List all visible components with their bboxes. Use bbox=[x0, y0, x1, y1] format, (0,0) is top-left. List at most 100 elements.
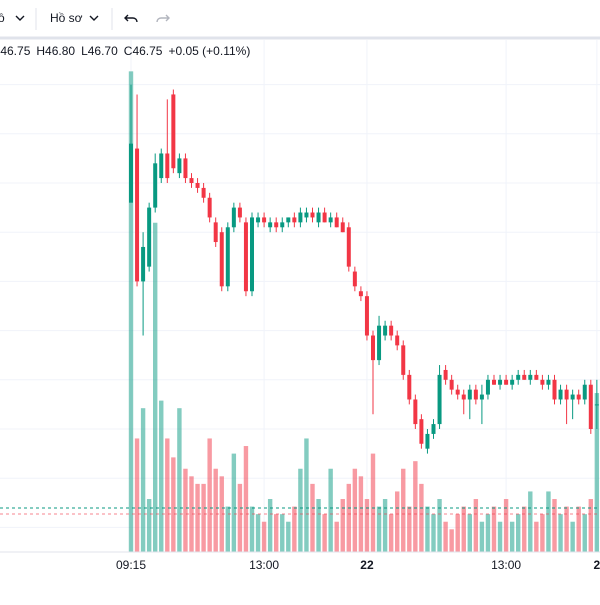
volume-bar bbox=[316, 499, 321, 552]
candle-body bbox=[528, 374, 533, 380]
candle-body bbox=[546, 379, 551, 385]
candle-body bbox=[268, 222, 273, 228]
volume-bar bbox=[449, 529, 454, 552]
volume-bar bbox=[207, 438, 212, 552]
volume-bar bbox=[425, 506, 430, 552]
candle-body bbox=[207, 197, 212, 218]
volume-bar bbox=[328, 468, 333, 552]
candle-body bbox=[371, 335, 375, 361]
volume-bar bbox=[509, 521, 515, 552]
candle-body bbox=[461, 394, 466, 400]
legend-value: C46.75 bbox=[124, 44, 163, 58]
candle-body bbox=[504, 379, 509, 385]
candle-body bbox=[274, 222, 279, 228]
volume-bar bbox=[413, 461, 418, 552]
candle-body bbox=[443, 369, 448, 380]
candle-body bbox=[383, 325, 388, 336]
volume-bar bbox=[364, 499, 370, 552]
candle-body bbox=[576, 394, 581, 400]
volume-bar bbox=[346, 483, 351, 552]
chevron[interactable] bbox=[15, 15, 25, 21]
volume-bar bbox=[134, 438, 140, 552]
volume-bar bbox=[304, 438, 309, 552]
volume-bar bbox=[261, 521, 267, 552]
time-axis: 09:15 13:00 22 13:00 2 bbox=[116, 558, 600, 572]
volume-bar bbox=[255, 514, 261, 552]
volume-bar bbox=[558, 514, 563, 552]
candle-body bbox=[522, 374, 527, 380]
volume-bar bbox=[298, 468, 303, 552]
candle-body bbox=[364, 296, 369, 336]
volume-bar bbox=[522, 506, 527, 552]
volume-bar bbox=[503, 499, 509, 552]
volume-bar bbox=[461, 506, 466, 552]
candle-body bbox=[219, 232, 224, 287]
volume-bar bbox=[128, 71, 134, 552]
candle-body bbox=[334, 217, 339, 228]
candle-body bbox=[328, 217, 333, 223]
candle-body bbox=[129, 143, 133, 203]
volume-bar bbox=[497, 521, 503, 552]
candle-body bbox=[237, 207, 242, 218]
volume-bar bbox=[443, 521, 448, 552]
volume-bar bbox=[485, 514, 491, 552]
candle-body bbox=[316, 212, 321, 223]
candle-body bbox=[449, 379, 454, 390]
volume-bar bbox=[546, 491, 551, 552]
candle-body bbox=[256, 217, 261, 223]
toolbar: ồ Hồ sơ bbox=[0, 8, 600, 40]
candle-body bbox=[177, 158, 182, 174]
volume-bar bbox=[376, 506, 382, 552]
candle-body bbox=[225, 227, 230, 287]
candle-body bbox=[588, 384, 593, 429]
candle-body bbox=[231, 207, 236, 228]
candle-body bbox=[473, 389, 478, 400]
candle-body bbox=[425, 433, 430, 449]
volume-bar bbox=[195, 483, 200, 552]
volume-bar bbox=[552, 499, 557, 552]
candle-body bbox=[485, 379, 490, 395]
candle-body bbox=[564, 389, 569, 400]
volume-bar bbox=[419, 483, 424, 552]
candle-body bbox=[552, 379, 557, 400]
candle-body bbox=[147, 207, 152, 267]
candle-body bbox=[183, 158, 188, 179]
toolbar-item[interactable]: ồ bbox=[0, 11, 5, 25]
candle-body bbox=[467, 389, 472, 400]
volume-bar bbox=[213, 468, 218, 552]
legend: O46.75 H46.80 L46.70 C46.75 +0.05 (+0.11%) bbox=[0, 44, 250, 58]
candle-body bbox=[558, 389, 563, 400]
volume-bar bbox=[225, 506, 230, 552]
candle-body bbox=[141, 246, 146, 282]
candle-body bbox=[310, 212, 315, 218]
undo-button[interactable] bbox=[124, 14, 138, 23]
volume-bar bbox=[431, 514, 436, 552]
candle-body bbox=[407, 374, 412, 400]
toolbar-item[interactable]: Hồ sơ bbox=[50, 11, 83, 25]
x-tick-label: 13:00 bbox=[249, 558, 279, 572]
volume-bar bbox=[437, 499, 442, 552]
candle-body bbox=[358, 291, 363, 297]
volume-bar bbox=[183, 468, 188, 552]
candle-body bbox=[340, 222, 345, 233]
volume-bar bbox=[534, 521, 539, 552]
redo-button[interactable] bbox=[156, 14, 170, 23]
volume-bar bbox=[334, 521, 339, 552]
x-tick-label: 13:00 bbox=[491, 558, 521, 572]
candle-body bbox=[201, 187, 206, 198]
volume-pane bbox=[128, 71, 600, 552]
candle-body bbox=[346, 227, 351, 267]
candle-body bbox=[243, 222, 248, 292]
volume-bar bbox=[473, 499, 479, 552]
candle-body bbox=[498, 379, 503, 385]
candle-body bbox=[250, 217, 254, 292]
candle-body bbox=[165, 153, 170, 179]
volume-bar bbox=[582, 514, 587, 552]
volume-bar bbox=[401, 468, 406, 552]
chevron[interactable] bbox=[89, 15, 99, 21]
volume-bar bbox=[395, 491, 400, 552]
candle-body bbox=[280, 222, 285, 228]
candle-body bbox=[395, 335, 400, 346]
candle-body bbox=[377, 325, 382, 361]
volume-bar bbox=[140, 408, 146, 552]
